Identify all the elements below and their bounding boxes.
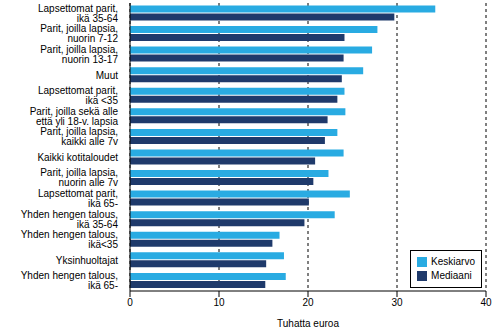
svg-text:Muut: Muut xyxy=(96,70,118,81)
svg-text:30: 30 xyxy=(391,297,403,308)
svg-text:20: 20 xyxy=(302,297,314,308)
svg-text:Lapsettomat parit,ikä 65-: Lapsettomat parit,ikä 65- xyxy=(38,188,118,209)
html-text:Mediaani: Mediaani xyxy=(431,270,472,281)
svg-text:Yhden hengen talous,ikä 35-64: Yhden hengen talous,ikä 35-64 xyxy=(21,209,119,230)
svg-text:Parit, joilla lapsia,nuorin al: Parit, joilla lapsia,nuorin alle 7v xyxy=(40,167,118,188)
svg-text:Parit, joilla lapsia,nuorin 13: Parit, joilla lapsia,nuorin 13-17 xyxy=(40,44,118,65)
svg-text:10: 10 xyxy=(213,297,225,308)
svg-text:Lapsettomat parit,ikä <35: Lapsettomat parit,ikä <35 xyxy=(38,85,118,106)
svg-text:Kaikki kotitaloudet: Kaikki kotitaloudet xyxy=(37,152,118,163)
svg-text:0: 0 xyxy=(127,297,133,308)
svg-text:Lapsettomat parit,ikä 35-64: Lapsettomat parit,ikä 35-64 xyxy=(38,3,118,24)
svg-text:Yhden hengen talous,ikä<35: Yhden hengen talous,ikä<35 xyxy=(21,229,119,250)
svg-text:Parit, joilla sekä alleettä yl: Parit, joilla sekä alleettä yli 18-v. la… xyxy=(30,106,119,127)
svg-text:Parit, joilla lapsia,nuorin 7-: Parit, joilla lapsia,nuorin 7-12 xyxy=(40,23,118,44)
svg-text:40: 40 xyxy=(480,297,486,308)
svg-text:Tuhatta euroa: Tuhatta euroa xyxy=(277,318,339,329)
svg-text:Parit, joilla lapsia,kaikki al: Parit, joilla lapsia,kaikki alle 7v xyxy=(40,126,118,147)
svg-text:Yksinhuoltajat: Yksinhuoltajat xyxy=(56,255,118,266)
html-text:Keskiarvo: Keskiarvo xyxy=(431,256,475,267)
svg-text:Yhden hengen talous,ikä 65-: Yhden hengen talous,ikä 65- xyxy=(21,270,118,291)
